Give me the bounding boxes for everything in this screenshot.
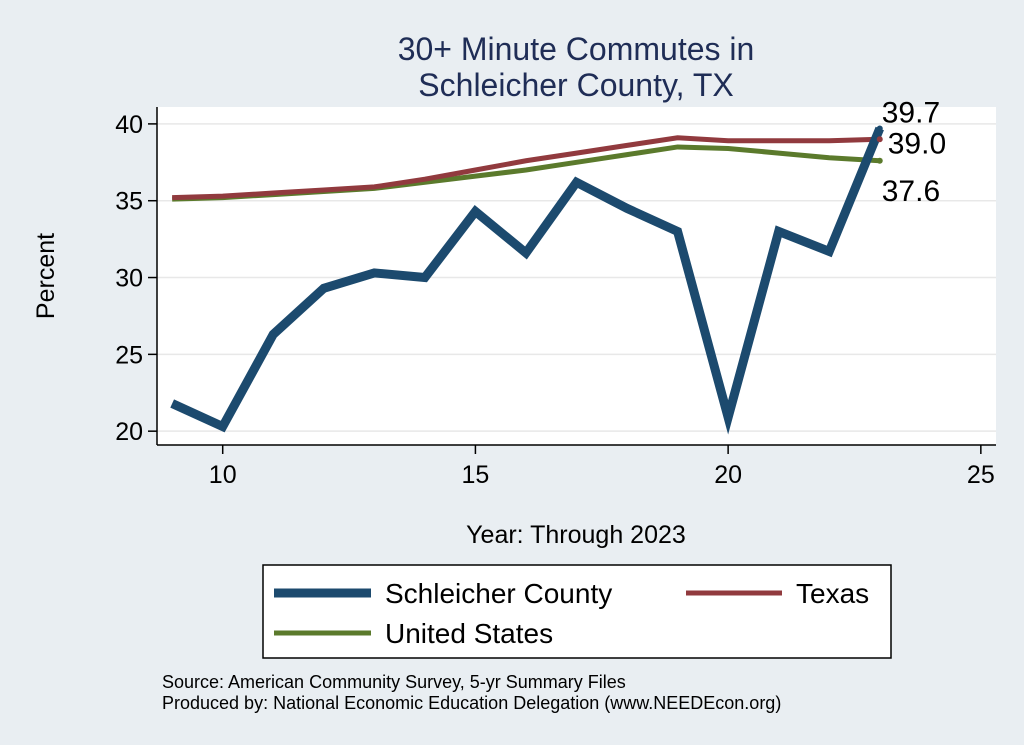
x-axis-label: Year: Through 2023: [466, 521, 686, 549]
end-marker-schleicher-county: [876, 125, 883, 132]
y-tick-label-40: 40: [115, 111, 143, 139]
end-label-united-states: 37.6: [882, 175, 940, 208]
y-tick-label-35: 35: [115, 188, 143, 216]
series-line-schleicher-county: [170, 126, 884, 435]
chart-title-line-1: 30+ Minute Commutes in: [398, 31, 755, 67]
legend: Schleicher County Texas United States: [262, 564, 892, 659]
legend-label-texas: Texas: [796, 578, 869, 609]
source-note: Source: American Community Survey, 5-yr …: [162, 672, 626, 692]
end-marker-texas: [876, 136, 883, 143]
series-lines: [170, 126, 884, 435]
end-label-schleicher-county: 39.7: [882, 97, 940, 130]
series-line-texas: [172, 135, 880, 201]
y-tick-label-20: 20: [115, 418, 143, 446]
legend-box: [262, 564, 892, 659]
y-axis-label: Percent: [32, 233, 60, 319]
chart-title-line-2: Schleicher County, TX: [418, 67, 733, 103]
produced-by-note: Produced by: National Economic Education…: [162, 693, 781, 713]
axes: 20 25 30 35 40 10 15 20 25: [115, 107, 996, 489]
end-labels: 39.739.0 37.6: [876, 97, 946, 208]
x-tick-label-10: 10: [209, 461, 237, 489]
end-label-texas: 39.0: [888, 127, 946, 160]
legend-label-united-states: United States: [385, 618, 553, 649]
y-tick-label-30: 30: [115, 265, 143, 293]
x-tick-label-15: 15: [462, 461, 490, 489]
end-marker-united-states: [876, 157, 883, 164]
x-tick-label-25: 25: [967, 461, 995, 489]
y-tick-label-25: 25: [115, 341, 143, 369]
legend-label-schleicher-county: Schleicher County: [385, 578, 612, 609]
grid-lines: [157, 123, 996, 432]
x-tick-label-20: 20: [714, 461, 742, 489]
